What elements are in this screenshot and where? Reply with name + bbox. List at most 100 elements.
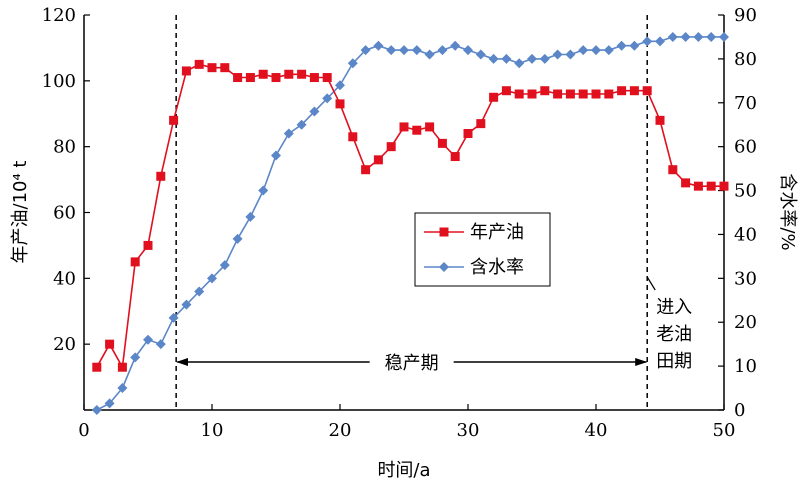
oil-data-point [642, 86, 652, 96]
oil-data-point [105, 339, 115, 349]
water-data-point [578, 45, 589, 56]
oil-data-point [668, 165, 678, 175]
oil-data-point [399, 122, 409, 132]
oil-data-point [271, 73, 281, 83]
water-data-point [616, 40, 627, 51]
water-data-point [527, 53, 537, 64]
water-data-point [501, 53, 512, 64]
oil-data-point [553, 89, 563, 99]
water-data-point [411, 45, 422, 56]
stable-period-label: 稳产期 [385, 353, 439, 374]
oil-data-point [501, 86, 511, 96]
water-data-point [706, 31, 717, 42]
right-y-tick-label: 20 [734, 312, 757, 333]
water-data-point [642, 36, 653, 47]
left-y-tick-label: 80 [53, 137, 76, 158]
water-data-point [309, 106, 320, 117]
series-water-cut [91, 31, 729, 415]
water-data-point [104, 398, 115, 409]
oil-data-point [169, 115, 179, 125]
oil-data-point [194, 59, 204, 69]
water-data-point [283, 128, 294, 139]
left-y-tick-label: 120 [42, 5, 76, 26]
water-data-point [475, 49, 486, 60]
x-tick-label: 40 [585, 420, 608, 441]
legend-water-marker [439, 262, 449, 272]
legend-oil-label: 年产油 [470, 222, 524, 243]
oil-data-point [233, 73, 243, 83]
right-y-tick-label: 90 [734, 5, 757, 26]
right-y-tick-label: 10 [734, 356, 757, 377]
right-y-axis-label: 含水率/% [777, 173, 798, 250]
water-data-point [591, 45, 601, 56]
oil-data-point [629, 86, 639, 96]
water-data-point [130, 352, 141, 363]
x-tick-label: 20 [329, 420, 352, 441]
water-data-point [565, 49, 576, 60]
oil-data-point [322, 73, 332, 83]
oil-data-point [655, 115, 665, 125]
oil-data-point [527, 89, 537, 99]
oil-data-point [412, 125, 422, 135]
oil-data-point [348, 132, 358, 142]
oil-data-point [220, 63, 230, 73]
oil-data-point [156, 171, 166, 181]
water-data-point [245, 211, 256, 222]
oil-data-point [719, 181, 729, 191]
water-data-point [117, 383, 128, 394]
oil-data-point [284, 69, 294, 79]
left-y-tick-label: 40 [53, 268, 76, 289]
oil-data-point [361, 165, 371, 175]
water-data-point [680, 31, 691, 42]
old-field-label-line-1: 进入 [656, 297, 692, 318]
water-data-point [335, 80, 345, 91]
water-data-point [207, 273, 217, 284]
water-data-point [719, 31, 729, 42]
oil-data-point [604, 89, 614, 99]
oil-data-point [297, 69, 307, 79]
oil-data-point [117, 362, 127, 372]
x-tick-label: 30 [457, 420, 480, 441]
water-data-point [386, 45, 397, 56]
right-y-tick-label: 70 [734, 93, 757, 114]
water-data-point [91, 405, 102, 415]
oil-data-point [617, 86, 627, 96]
water-data-point [437, 45, 448, 56]
old-field-label-line-3: 田期 [656, 351, 692, 372]
water-data-point [347, 58, 358, 69]
legend-water-label: 含水率 [470, 257, 524, 278]
legend-oil-marker [439, 227, 449, 237]
x-tick-label: 10 [201, 420, 224, 441]
water-data-point [488, 53, 499, 64]
water-data-point [271, 150, 281, 161]
right-y-tick-label: 40 [734, 224, 757, 245]
oil-data-point [693, 181, 703, 191]
stable-label-bg [369, 350, 454, 374]
water-data-point [539, 53, 550, 64]
right-y-tick-label: 30 [734, 268, 757, 289]
x-tick-label: 50 [713, 420, 736, 441]
oil-data-point [450, 152, 460, 162]
water-data-point [667, 31, 678, 42]
oil-data-point [386, 142, 396, 152]
old-field-leader [646, 276, 656, 291]
right-y-tick-label: 0 [734, 400, 745, 421]
water-data-point [258, 185, 269, 196]
left-y-tick-label: 60 [53, 203, 76, 224]
water-data-point [181, 299, 192, 310]
water-data-point [450, 40, 461, 51]
series-annual-oil [92, 59, 729, 372]
oil-data-point [578, 89, 588, 99]
oil-data-point [681, 178, 691, 188]
oil-data-point [143, 240, 153, 250]
oil-data-point [514, 89, 524, 99]
oil-data-point [309, 73, 319, 83]
oil-data-point [540, 86, 550, 96]
water-data-point [552, 49, 563, 60]
oil-data-point [130, 257, 140, 267]
legend: 年产油 含水率 [414, 212, 551, 287]
oil-data-point [245, 73, 255, 83]
left-y-tick-label: 100 [42, 71, 76, 92]
water-data-point [603, 45, 614, 56]
